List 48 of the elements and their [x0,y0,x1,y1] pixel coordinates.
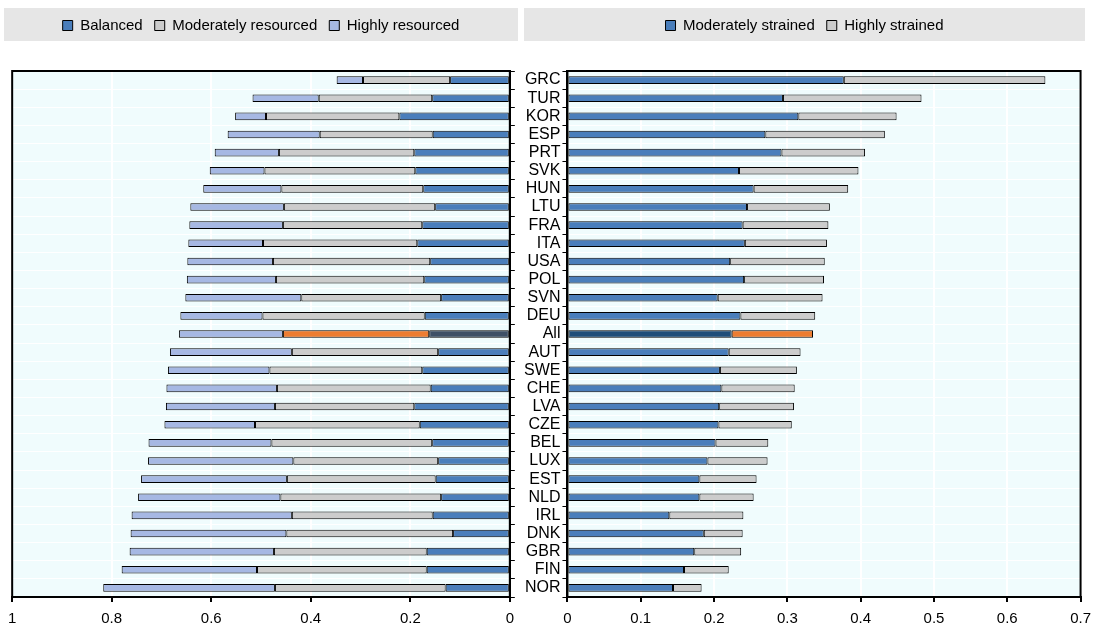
x-tick-label: 0.6 [200,609,222,627]
y-tick-label: TUR [527,88,561,106]
legend-label: Highly strained [844,15,944,33]
y-tick-label: NLD [528,487,561,505]
x-tick-label: 0.3 [776,609,798,627]
y-tick-label: SVK [528,161,561,179]
y-tick-label: HUN [525,179,561,197]
x-tick-label: 0.5 [923,609,945,627]
legend-label: Moderately strained [683,15,815,33]
y-tick-label: LUX [529,451,561,469]
y-tick-label: AUT [528,342,561,360]
y-tick-label: FIN [534,560,561,578]
y-tick-label: USA [527,251,561,269]
y-tick-label: LTU [531,197,561,215]
y-tick-label: ITA [536,233,561,251]
x-tick-label: 0.2 [399,609,421,627]
y-tick-label: NOR [524,578,561,596]
y-tick-label: BEL [530,433,561,451]
legend-label: Moderately resourced [172,15,318,33]
y-tick-label: GBR [525,542,561,560]
x-tick-label: 0.1 [630,609,652,627]
y-tick-label: EST [529,469,561,487]
y-tick-label: FRA [528,215,561,233]
x-tick-label: 0.7 [1070,609,1091,627]
y-tick-label: DNK [526,523,561,541]
x-tick-label: 0.6 [996,609,1018,627]
x-tick-label: 1 [8,609,17,627]
x-tick-label: 0.2 [703,609,725,627]
y-tick-label: DEU [526,306,561,324]
x-tick-label: 0.4 [850,609,872,627]
y-tick-label: PRT [528,143,561,161]
y-tick-label: POL [528,269,561,287]
y-tick-label: GRC [524,70,561,88]
x-tick-label: 0.8 [101,609,123,627]
y-tick-label: CZE [528,415,561,433]
y-tick-label: LVA [532,396,561,414]
y-tick-label: SWE [523,360,561,378]
y-tick-label: SVN [527,288,561,306]
y-tick-label: ESP [528,124,561,142]
legend-label: Balanced [80,15,143,33]
x-tick-label: 0.4 [300,609,322,627]
y-tick-label: All [542,324,561,342]
y-tick-label: IRL [535,505,561,523]
x-tick-label: 0 [563,609,572,627]
x-tick-label: 0 [505,609,514,627]
y-tick-label: CHE [526,378,561,396]
y-tick-label: KOR [525,106,561,124]
legend-label: Highly resourced [346,15,460,33]
